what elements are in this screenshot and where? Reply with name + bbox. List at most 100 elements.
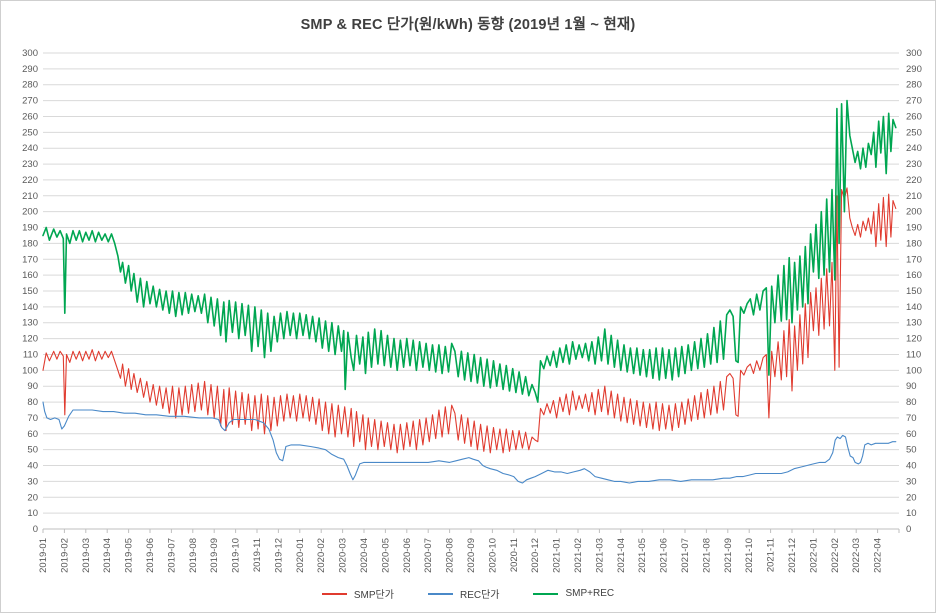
svg-text:2019-03: 2019-03 xyxy=(81,538,92,573)
svg-text:270: 270 xyxy=(22,96,38,107)
svg-text:2019-04: 2019-04 xyxy=(102,538,113,573)
rec-line-marker-icon xyxy=(427,592,453,595)
svg-text:150: 150 xyxy=(22,286,38,297)
svg-text:300: 300 xyxy=(906,48,922,59)
svg-text:0: 0 xyxy=(906,524,911,535)
svg-text:2022-03: 2022-03 xyxy=(851,538,862,573)
svg-text:2019-01: 2019-01 xyxy=(38,538,49,573)
svg-text:2020-04: 2020-04 xyxy=(359,538,370,573)
svg-text:50: 50 xyxy=(27,445,38,456)
svg-text:180: 180 xyxy=(22,238,38,249)
svg-text:2021-07: 2021-07 xyxy=(680,538,691,573)
svg-text:100: 100 xyxy=(22,365,38,376)
svg-text:90: 90 xyxy=(27,381,38,392)
svg-text:2020-05: 2020-05 xyxy=(380,538,391,573)
svg-text:50: 50 xyxy=(906,445,917,456)
svg-text:20: 20 xyxy=(906,492,917,503)
svg-text:2021-05: 2021-05 xyxy=(637,538,648,573)
svg-text:2021-09: 2021-09 xyxy=(723,538,734,573)
svg-text:180: 180 xyxy=(906,238,922,249)
svg-text:230: 230 xyxy=(22,159,38,170)
svg-text:110: 110 xyxy=(23,349,38,360)
svg-text:80: 80 xyxy=(906,397,917,408)
legend-item-rec: REC단가 xyxy=(427,586,500,601)
svg-text:120: 120 xyxy=(22,334,38,345)
svg-text:10: 10 xyxy=(27,508,38,519)
svg-text:260: 260 xyxy=(906,111,922,122)
legend-label-smp: SMP단가 xyxy=(353,590,394,601)
svg-text:290: 290 xyxy=(906,64,922,75)
svg-text:160: 160 xyxy=(906,270,922,281)
svg-text:2021-01: 2021-01 xyxy=(552,538,563,573)
svg-text:190: 190 xyxy=(22,223,38,234)
svg-text:170: 170 xyxy=(22,254,38,265)
svg-text:260: 260 xyxy=(22,111,38,122)
smp-rec-line-marker-icon xyxy=(533,592,559,595)
legend-label-smp-rec: SMP+REC xyxy=(565,588,615,599)
svg-text:80: 80 xyxy=(27,397,38,408)
svg-text:210: 210 xyxy=(906,191,922,202)
svg-text:220: 220 xyxy=(906,175,922,186)
svg-text:2020-01: 2020-01 xyxy=(295,538,306,573)
svg-text:2020-07: 2020-07 xyxy=(423,538,434,573)
svg-text:200: 200 xyxy=(906,207,922,218)
svg-text:120: 120 xyxy=(906,334,922,345)
svg-text:2020-08: 2020-08 xyxy=(445,538,456,573)
svg-text:2020-10: 2020-10 xyxy=(487,538,498,573)
svg-text:2021-06: 2021-06 xyxy=(659,538,670,573)
svg-text:2019-06: 2019-06 xyxy=(145,538,156,573)
svg-text:190: 190 xyxy=(906,223,922,234)
svg-text:200: 200 xyxy=(22,207,38,218)
svg-text:230: 230 xyxy=(906,159,922,170)
svg-text:140: 140 xyxy=(22,302,38,313)
svg-text:170: 170 xyxy=(906,254,922,265)
svg-text:2020-06: 2020-06 xyxy=(402,538,413,573)
svg-text:70: 70 xyxy=(906,413,917,424)
svg-text:210: 210 xyxy=(22,191,38,202)
svg-text:60: 60 xyxy=(906,429,917,440)
svg-text:2019-07: 2019-07 xyxy=(166,538,177,573)
svg-text:100: 100 xyxy=(906,365,922,376)
chart-legend: SMP단가 REC단가 SMP+REC xyxy=(1,586,935,601)
svg-text:20: 20 xyxy=(27,492,38,503)
svg-text:2019-05: 2019-05 xyxy=(124,538,135,573)
svg-text:2021-08: 2021-08 xyxy=(701,538,712,573)
svg-text:2019-11: 2019-11 xyxy=(252,538,263,572)
svg-text:2020-03: 2020-03 xyxy=(338,538,349,573)
svg-text:2020-12: 2020-12 xyxy=(530,538,541,573)
svg-text:30: 30 xyxy=(906,476,917,487)
svg-text:2021-11: 2021-11 xyxy=(766,538,777,572)
svg-text:2019-08: 2019-08 xyxy=(188,538,199,573)
svg-text:130: 130 xyxy=(22,318,38,329)
svg-text:40: 40 xyxy=(27,461,38,472)
chart-title: SMP & REC 단가(원/kWh) 동향 (2019년 1월 ~ 현재) xyxy=(300,17,636,33)
svg-text:2020-09: 2020-09 xyxy=(466,538,477,573)
svg-text:2020-02: 2020-02 xyxy=(316,538,327,573)
svg-text:10: 10 xyxy=(906,508,917,519)
svg-text:250: 250 xyxy=(22,127,38,138)
svg-text:2021-03: 2021-03 xyxy=(594,538,605,573)
svg-text:2021-10: 2021-10 xyxy=(744,538,755,573)
svg-text:2019-10: 2019-10 xyxy=(231,538,242,573)
svg-text:60: 60 xyxy=(27,429,38,440)
svg-text:90: 90 xyxy=(906,381,917,392)
svg-text:2022-01: 2022-01 xyxy=(808,538,819,573)
smp-line-marker-icon xyxy=(321,592,347,595)
svg-text:110: 110 xyxy=(906,349,921,360)
svg-text:2021-04: 2021-04 xyxy=(616,538,627,573)
legend-item-smp: SMP단가 xyxy=(321,586,394,601)
svg-text:250: 250 xyxy=(906,127,922,138)
svg-text:270: 270 xyxy=(906,96,922,107)
svg-text:2019-09: 2019-09 xyxy=(209,538,220,573)
svg-text:280: 280 xyxy=(22,80,38,91)
svg-text:2021-12: 2021-12 xyxy=(787,538,798,573)
svg-text:40: 40 xyxy=(906,461,917,472)
legend-label-rec: REC단가 xyxy=(459,590,500,601)
svg-text:150: 150 xyxy=(906,286,922,297)
svg-text:280: 280 xyxy=(906,80,922,91)
svg-text:240: 240 xyxy=(22,143,38,154)
svg-text:240: 240 xyxy=(906,143,922,154)
svg-text:160: 160 xyxy=(22,270,38,281)
svg-text:30: 30 xyxy=(27,476,38,487)
